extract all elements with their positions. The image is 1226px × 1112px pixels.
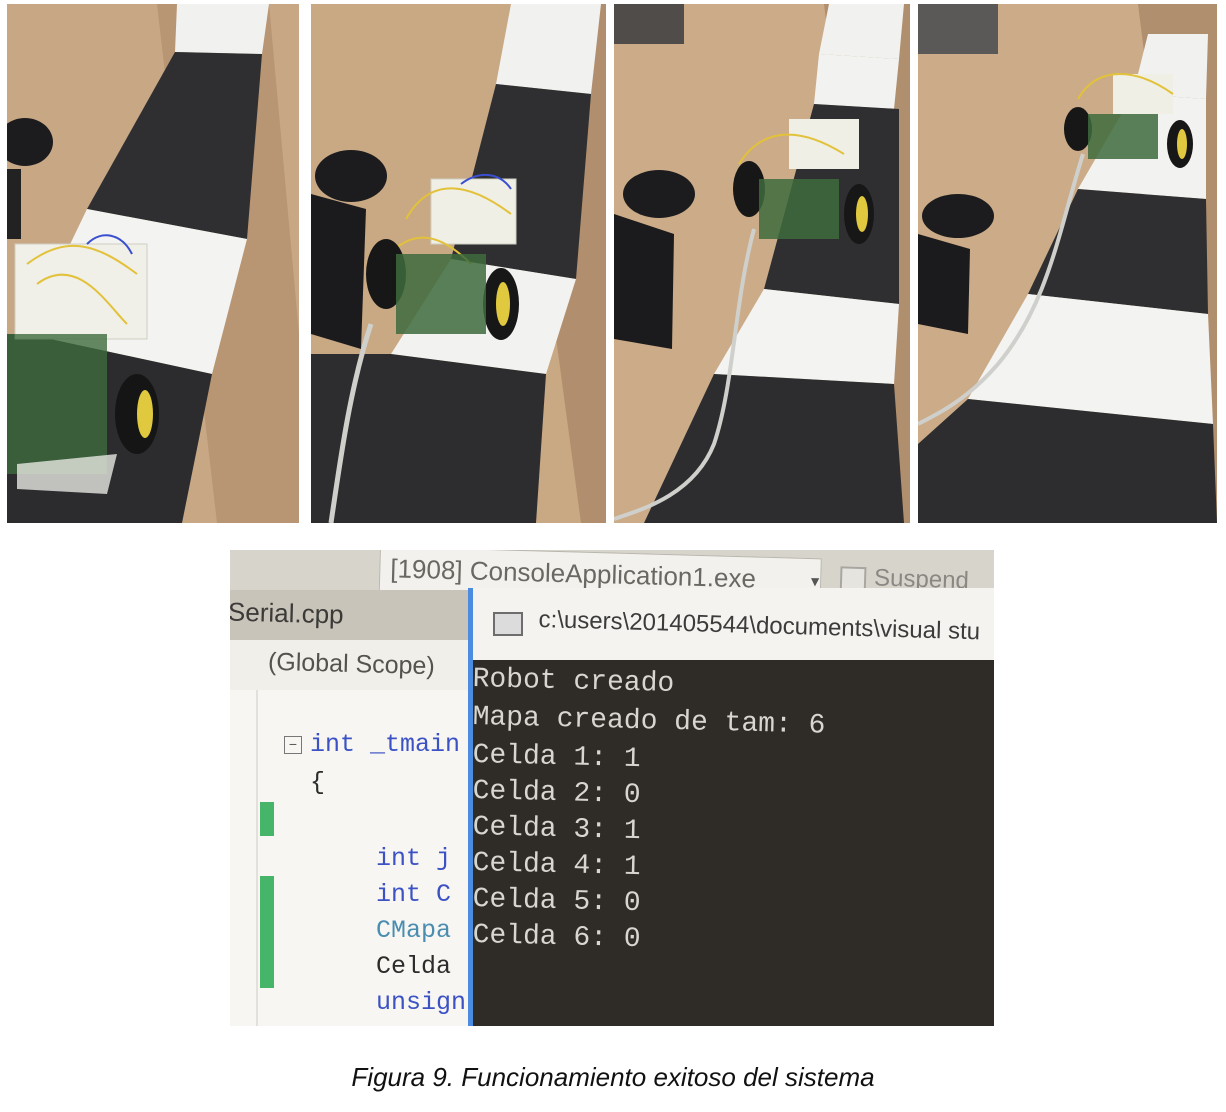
code-line: int _tmain: [310, 730, 461, 759]
code-line: unsign: [376, 988, 467, 1017]
screen-photo: [1908] ConsoleApplication1.exe ▼ Suspend…: [230, 550, 994, 1026]
robot-photo-2-image: [311, 4, 606, 523]
robot-photo-3: [614, 4, 910, 523]
collapse-icon[interactable]: −: [284, 736, 302, 754]
console-line: Celda 1: 1: [472, 740, 641, 776]
console-title: c:\users\201405544\documents\visual stu: [538, 606, 981, 646]
figure-caption: Figura 9. Funcionamiento exitoso del sis…: [351, 1062, 875, 1092]
code-line: int j: [376, 844, 452, 873]
code-editor[interactable]: − int _tmain { int j int C CMapa Celda u…: [230, 690, 470, 1026]
console-window[interactable]: c:\users\201405544\documents\visual stu …: [468, 588, 994, 1026]
console-line: Celda 2: 0: [472, 776, 641, 812]
robot-photo-1-image: [7, 4, 299, 523]
console-icon: [493, 612, 523, 636]
chevron-down-icon[interactable]: ▼: [807, 572, 823, 590]
robot-photo-2: [311, 4, 606, 523]
console-titlebar[interactable]: c:\users\201405544\documents\visual stu: [473, 588, 994, 660]
console-line: Celda 5: 0: [472, 884, 641, 920]
code-line: Celda: [376, 952, 452, 981]
console-line: Robot creado: [472, 664, 675, 700]
scope-label: (Global Scope): [267, 647, 436, 681]
change-marker: [260, 876, 274, 988]
robot-photo-4: [918, 4, 1217, 523]
code-line: CMapa: [376, 916, 452, 945]
robot-photo-3-image: [614, 4, 910, 523]
robot-photo-4-image: [918, 4, 1217, 523]
editor-margin: [256, 690, 258, 1026]
console-line: Celda 4: 1: [472, 848, 641, 884]
file-tab[interactable]: Serial.cpp: [230, 590, 470, 640]
scope-dropdown[interactable]: (Global Scope): [230, 640, 470, 691]
code-line: int C: [376, 880, 452, 909]
robot-photo-1: [7, 4, 299, 523]
console-line: Mapa creado de tam: 6: [472, 702, 826, 742]
console-line: Celda 3: 1: [472, 812, 641, 848]
file-tab-label: Serial.cpp: [230, 596, 345, 630]
code-line: {: [310, 768, 326, 797]
console-line: Celda 6: 0: [472, 920, 641, 956]
change-marker: [260, 802, 274, 836]
console-output: Robot creado Mapa creado de tam: 6 Celda…: [472, 660, 994, 1026]
